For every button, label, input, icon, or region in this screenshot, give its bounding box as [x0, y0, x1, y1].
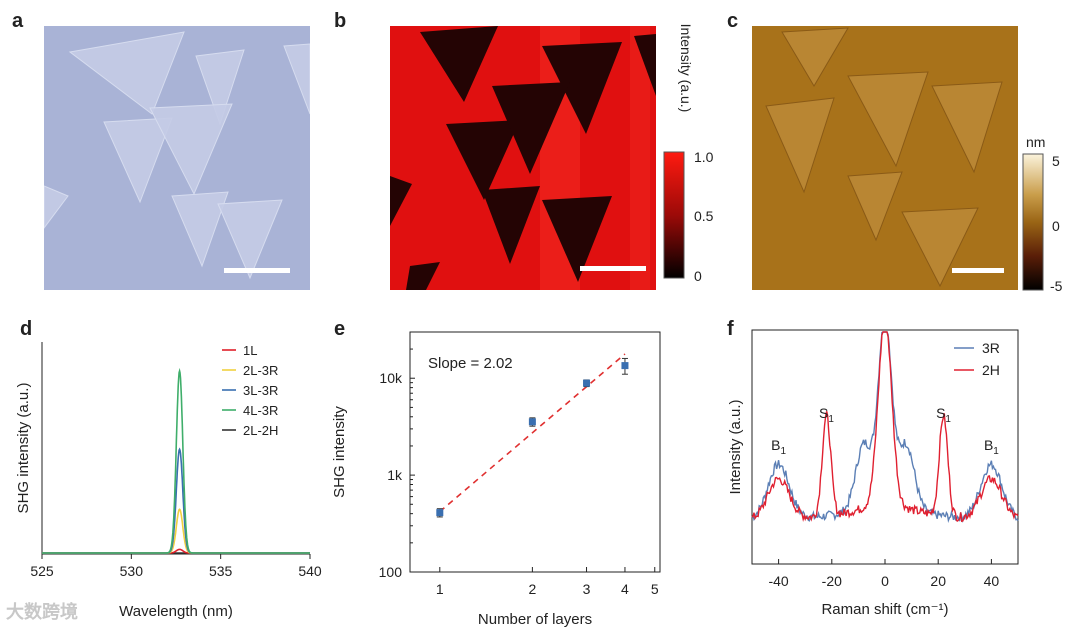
- plot-frame: [751, 329, 1019, 565]
- x-tick-label: -40: [768, 573, 788, 589]
- afm-colorbar-tick: -5: [1050, 278, 1063, 294]
- data-point: [528, 418, 536, 426]
- flake: [68, 31, 185, 115]
- flake: [847, 71, 929, 168]
- y-axis-label: Intensity (a.u.): [727, 399, 744, 494]
- flake: [542, 196, 612, 282]
- y-axis-label: SHG intensity: [331, 406, 348, 498]
- shg-colorbar-tick: 0.5: [694, 208, 714, 224]
- fit-line: [439, 353, 626, 513]
- scale-bar: [952, 268, 1004, 273]
- series-line-3R: [751, 331, 1019, 524]
- flake: [492, 82, 570, 174]
- scale-bar: [580, 266, 646, 271]
- x-tick-label: 0: [881, 573, 889, 589]
- series-line-2H: [751, 331, 1019, 523]
- y-tick-label: 10k: [379, 370, 403, 386]
- afm-image: [752, 26, 1018, 290]
- flake: [171, 191, 229, 268]
- panel-label-b: b: [334, 10, 347, 32]
- legend-label: 2H: [982, 362, 1000, 378]
- panel-label-f: f: [727, 318, 734, 340]
- flake: [482, 186, 540, 264]
- x-tick-label: 5: [651, 581, 659, 597]
- x-tick-label: -20: [822, 573, 842, 589]
- peak-label: B1: [771, 437, 786, 457]
- shg-colorbar-tick: 0: [694, 268, 702, 284]
- x-tick-label: 540: [298, 563, 322, 579]
- afm-colorbar: [1022, 153, 1044, 291]
- x-axis-label: Raman shift (cm⁻¹): [821, 601, 948, 618]
- peak-label: S1: [819, 405, 834, 425]
- flake: [149, 103, 233, 196]
- scale-bar: [224, 268, 290, 273]
- flake: [765, 97, 835, 194]
- shg-layer-chart: 1 2 3 4 5 100 1k 10k Number of layers SHG intensi…: [331, 331, 661, 628]
- flake: [283, 43, 310, 115]
- x-tick-label: 525: [30, 563, 54, 579]
- flake: [195, 49, 245, 126]
- x-tick-label: 535: [209, 563, 233, 579]
- flake: [446, 120, 520, 200]
- afm-image-svg: [752, 26, 1018, 290]
- shg-colorbar: [663, 151, 685, 279]
- flake: [931, 81, 1003, 174]
- panel-label-a: a: [12, 10, 24, 32]
- legend-label: 2L-3R: [243, 363, 278, 378]
- flake: [217, 199, 283, 280]
- x-tick-label: 2: [528, 581, 536, 597]
- y-axis-label: SHG intensity (a.u.): [15, 383, 32, 514]
- x-tick-label: 20: [930, 573, 946, 589]
- shg-colorbar-title: Intensity (a.u.): [678, 23, 694, 113]
- peak-label: S1: [936, 405, 951, 425]
- data-point: [436, 509, 444, 517]
- flake: [390, 176, 412, 226]
- y-tick-label: 100: [379, 564, 403, 580]
- shg-map: [390, 26, 656, 290]
- watermark: 大数跨境: [6, 602, 78, 622]
- x-axis-label: Wavelength (nm): [119, 603, 233, 620]
- legend-label: 3R: [982, 340, 1000, 356]
- data-point: [583, 379, 591, 387]
- series-line-2L-3R: [42, 508, 310, 554]
- data-point: [621, 362, 629, 370]
- panel-label-d: d: [20, 318, 33, 340]
- flake: [406, 262, 440, 290]
- flake: [103, 117, 173, 204]
- shg-map-svg: [390, 26, 656, 290]
- x-tick-label: 40: [984, 573, 1000, 589]
- shg-colorbar-tick: 1.0: [694, 149, 714, 165]
- panel-label-e: e: [334, 318, 346, 340]
- legend-label: 3L-3R: [243, 383, 278, 398]
- x-tick-label: 530: [120, 563, 144, 579]
- y-tick-label: 1k: [387, 467, 403, 483]
- panel-label-c: c: [727, 10, 739, 32]
- flake: [847, 171, 903, 242]
- legend-label: 2L-2H: [243, 423, 278, 438]
- flake: [781, 27, 849, 87]
- peak-label: B1: [984, 437, 999, 457]
- x-axis-label: Number of layers: [478, 611, 592, 628]
- x-tick-label: 4: [621, 581, 629, 597]
- flake: [634, 34, 656, 96]
- flake: [44, 185, 69, 229]
- x-tick-label: 1: [436, 581, 444, 597]
- plot-frame: [409, 331, 661, 573]
- flake: [901, 207, 979, 288]
- optical-image: [44, 26, 310, 290]
- raman-chart: -40 -20 0 20 40 Raman shift (cm⁻¹) Intensity (…: [727, 329, 1019, 618]
- legend-label: 4L-3R: [243, 403, 278, 418]
- afm-colorbar-tick: 0: [1052, 218, 1060, 234]
- x-tick-label: 3: [583, 581, 591, 597]
- legend-label: 1L: [243, 343, 257, 358]
- flake: [420, 26, 498, 102]
- shg-spectra-chart: 525 530 535 540 Wavelength (nm) SHG intensity…: [15, 342, 322, 620]
- slope-annotation: Slope = 2.02: [428, 355, 513, 372]
- flake: [542, 42, 622, 134]
- afm-colorbar-unit: nm: [1026, 134, 1046, 150]
- series-line-4L-3R: [42, 367, 310, 554]
- optical-image-svg: [44, 26, 310, 290]
- afm-colorbar-tick: 5: [1052, 153, 1060, 169]
